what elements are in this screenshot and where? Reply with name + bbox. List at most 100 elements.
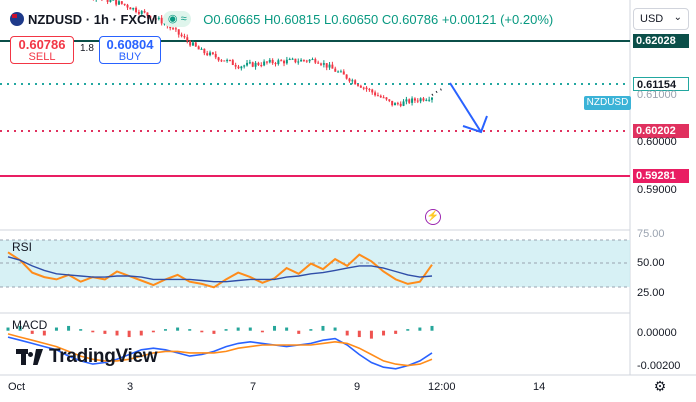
candle-body	[217, 57, 220, 61]
macd-histogram-bar	[18, 325, 22, 331]
candle-body	[428, 99, 431, 101]
sell-button[interactable]: 0.60786 SELL	[10, 36, 74, 64]
candle-body	[189, 41, 192, 46]
candle-body	[280, 60, 283, 62]
candle-body	[345, 74, 348, 79]
candle-body	[394, 103, 397, 106]
rsi-series	[7, 251, 433, 289]
rsi-tick-75: 75.00	[637, 228, 665, 240]
projection-arrow-head	[462, 115, 488, 134]
time-tick-3: 9	[354, 381, 361, 393]
settings-gear-icon[interactable]: ⚙	[653, 378, 667, 394]
visibility-toggle-icon[interactable]: ◉ ≈	[163, 11, 192, 27]
macd-histogram-bar	[103, 330, 107, 334]
macd-signal-line	[7, 333, 433, 367]
macd-histogram-bar	[394, 330, 398, 334]
candle-body	[431, 97, 433, 100]
candle-body	[408, 99, 411, 103]
candle-body	[274, 63, 277, 65]
macd-series	[6, 325, 434, 370]
candle-body	[416, 100, 419, 102]
candle-body	[106, 0, 109, 2]
candle-body	[211, 52, 214, 54]
projection-arrow[interactable]	[449, 82, 482, 133]
candle-body	[265, 61, 268, 63]
candle-body	[231, 60, 234, 65]
macd-line	[7, 336, 433, 370]
macd-panel-title[interactable]: MACD	[12, 318, 48, 332]
candle-body	[251, 62, 254, 67]
candle-body	[132, 7, 135, 10]
macd-histogram-bar	[248, 327, 252, 331]
candle-body	[297, 61, 300, 63]
candle-body	[334, 68, 337, 72]
candle-body	[362, 87, 365, 89]
macd-histogram-bar	[321, 325, 325, 331]
candle-body	[203, 48, 206, 54]
lightning-event-icon[interactable]: ⚡	[425, 209, 441, 225]
candle-body	[379, 95, 382, 98]
macd-histogram-bar	[176, 327, 180, 331]
candle-body	[137, 12, 140, 14]
candle-body	[305, 60, 308, 62]
candle-body	[351, 80, 354, 82]
candle-body	[328, 64, 331, 68]
candle-body	[260, 65, 263, 67]
price-tick-1: 0.60000	[637, 136, 677, 148]
candle-body	[126, 4, 129, 8]
candle-body	[357, 84, 360, 86]
candle-body	[157, 17, 160, 20]
price-label-top[interactable]: 0.62028	[633, 34, 689, 48]
macd-histogram-bar	[6, 327, 10, 331]
candle-body	[243, 65, 246, 67]
candle-body	[368, 89, 371, 91]
change-value: +0.00121 (+0.20%)	[441, 11, 554, 27]
macd-histogram-bar	[236, 327, 240, 331]
macd-histogram-bar	[212, 330, 216, 334]
macd-histogram-bar	[151, 330, 155, 333]
buy-button[interactable]: 0.60804 BUY	[99, 36, 161, 64]
tradingview-logo: TradingView	[16, 346, 158, 368]
candle-body	[191, 42, 194, 46]
macd-histogram-bar	[309, 329, 313, 331]
candle-body	[226, 59, 229, 62]
rsi-tick-50: 50.00	[637, 257, 665, 269]
candle-body	[129, 7, 132, 10]
currency-selector[interactable]: USD ⌄	[633, 8, 689, 30]
candle-body	[115, 0, 118, 5]
candle-body	[422, 98, 425, 101]
symbol-title[interactable]: NZDUSD · 1h · FXCM	[28, 11, 158, 27]
candle-body	[206, 53, 209, 56]
time-tick-4: 12:00	[428, 381, 456, 393]
candle-body	[388, 99, 391, 101]
candle-body	[342, 71, 345, 75]
macd-histogram-bar	[188, 329, 192, 331]
candle-body	[365, 87, 368, 90]
candle-body	[223, 60, 226, 62]
open-value: O0.60665	[203, 11, 261, 27]
candle-body	[234, 64, 237, 67]
rsi-panel-title[interactable]: RSI	[12, 240, 33, 254]
macd-histogram-bar	[67, 325, 71, 331]
price-label-target[interactable]: 0.60202	[633, 124, 689, 138]
candle-body	[314, 59, 317, 63]
candle-body	[382, 97, 385, 99]
price-label-current[interactable]: 0.61154	[633, 77, 689, 91]
candle-body	[174, 28, 177, 30]
candle-body	[371, 89, 374, 93]
macd-histogram-bar	[260, 330, 264, 333]
time-tick-1: 3	[127, 381, 134, 393]
macd-histogram-bar	[418, 327, 422, 331]
candle-body	[283, 60, 286, 64]
macd-histogram-bar	[30, 330, 34, 334]
candle-body	[248, 62, 251, 64]
candle-body	[391, 100, 394, 106]
candle-body	[200, 48, 203, 50]
price-label-bottom[interactable]: 0.59281	[633, 169, 689, 183]
symbol-header: NZDUSD · 1h · FXCM ◉ ≈ O0.60665 H0.60815…	[10, 8, 553, 30]
logo-text: TradingView	[49, 346, 158, 367]
macd-histogram-bar	[357, 330, 361, 338]
candle-body	[160, 17, 163, 24]
